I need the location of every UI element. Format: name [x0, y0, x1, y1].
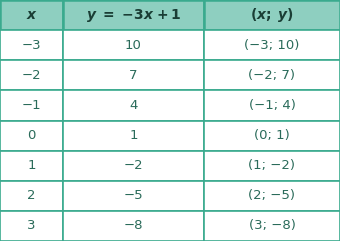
Text: −2: −2 — [124, 159, 143, 172]
Text: (−2; 7): (−2; 7) — [249, 69, 295, 82]
Bar — [0, 30, 63, 60]
Text: −3: −3 — [22, 39, 41, 52]
Bar — [63, 181, 204, 211]
Bar — [63, 120, 204, 151]
Bar — [204, 90, 340, 120]
Text: $\boldsymbol{y}$ $\mathbf{=}$ $\mathbf{-3}$$\boldsymbol{x}$ $\mathbf{+\,1}$: $\boldsymbol{y}$ $\mathbf{=}$ $\mathbf{-… — [86, 7, 181, 24]
Text: 10: 10 — [125, 39, 142, 52]
Text: −8: −8 — [124, 220, 143, 232]
Bar — [204, 181, 340, 211]
Text: −2: −2 — [22, 69, 41, 82]
Bar — [0, 0, 63, 30]
Bar — [0, 211, 63, 241]
Bar — [204, 0, 340, 30]
Text: 7: 7 — [129, 69, 138, 82]
Text: 1: 1 — [129, 129, 138, 142]
Bar — [63, 90, 204, 120]
Bar — [204, 60, 340, 90]
Bar — [204, 211, 340, 241]
Bar — [204, 30, 340, 60]
Text: $\boldsymbol{x}$: $\boldsymbol{x}$ — [26, 8, 37, 22]
Bar — [63, 211, 204, 241]
Bar — [0, 120, 63, 151]
Text: (2; −5): (2; −5) — [249, 189, 295, 202]
Bar — [0, 151, 63, 181]
Bar — [0, 60, 63, 90]
Text: 0: 0 — [27, 129, 36, 142]
Bar — [0, 181, 63, 211]
Bar — [63, 151, 204, 181]
Text: 1: 1 — [27, 159, 36, 172]
Text: (−3; 10): (−3; 10) — [244, 39, 300, 52]
Bar — [63, 60, 204, 90]
Text: (3; −8): (3; −8) — [249, 220, 295, 232]
Text: 3: 3 — [27, 220, 36, 232]
Text: 2: 2 — [27, 189, 36, 202]
Text: 4: 4 — [129, 99, 138, 112]
Text: −5: −5 — [124, 189, 143, 202]
Text: $\mathbf{(}\boldsymbol{x}\mathbf{;\;}\boldsymbol{y}\mathbf{)}$: $\mathbf{(}\boldsymbol{x}\mathbf{;\;}\bo… — [250, 6, 294, 24]
Bar — [0, 90, 63, 120]
Bar — [63, 0, 204, 30]
Bar — [63, 30, 204, 60]
Text: (1; −2): (1; −2) — [249, 159, 295, 172]
Bar — [204, 120, 340, 151]
Bar — [204, 151, 340, 181]
Text: (−1; 4): (−1; 4) — [249, 99, 295, 112]
Text: (0; 1): (0; 1) — [254, 129, 290, 142]
Text: −1: −1 — [22, 99, 41, 112]
